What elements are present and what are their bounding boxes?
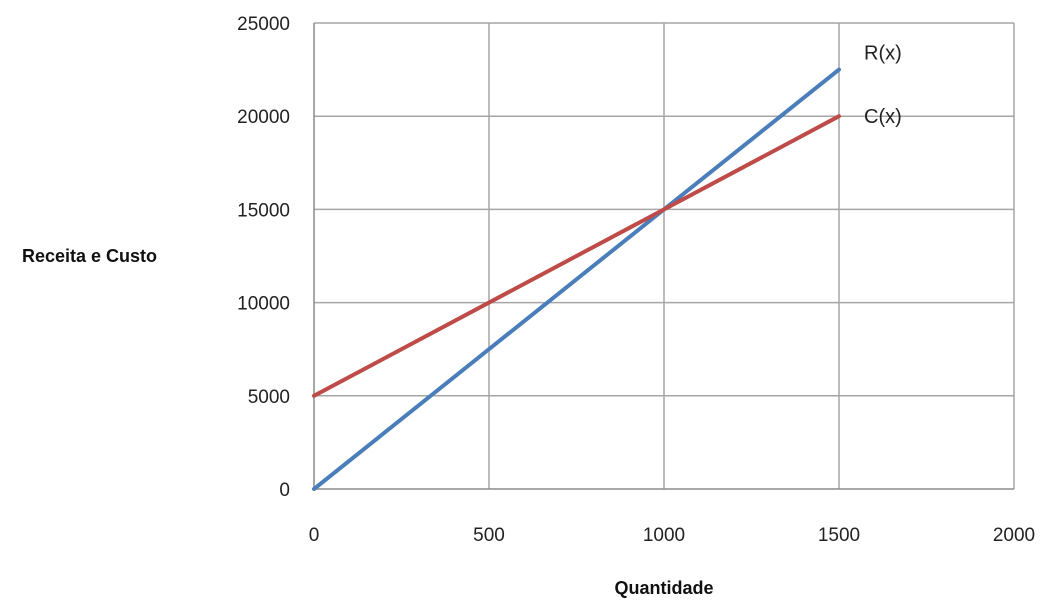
series-labels: R(x) C(x) — [864, 43, 902, 129]
series-group — [312, 67, 841, 491]
x-tick-label: 500 — [473, 525, 505, 546]
grid — [314, 22, 1015, 489]
series-line-cx — [312, 114, 841, 398]
y-axis-title: Receita e Custo — [22, 246, 157, 266]
y-tick-label: 20000 — [237, 107, 290, 128]
y-tick-label: 10000 — [237, 294, 290, 315]
x-tick-label: 2000 — [993, 525, 1035, 546]
x-tick-label: 1000 — [643, 525, 685, 546]
y-tick-label: 5000 — [248, 387, 290, 408]
y-tick-label: 25000 — [237, 14, 290, 35]
y-tick-label: 0 — [279, 480, 290, 501]
y-tick-label: 15000 — [237, 200, 290, 221]
tick-labels: 0 5000 10000 15000 20000 25000 0 500 1000 1500 200… — [237, 14, 1035, 546]
series-label: R(x) — [864, 43, 902, 65]
axes — [313, 23, 1014, 490]
x-tick-label: 0 — [309, 525, 320, 546]
series-line-rx — [312, 67, 841, 491]
x-axis-title: Quantidade — [614, 578, 713, 598]
series-label: C(x) — [864, 106, 902, 128]
x-tick-label: 1500 — [818, 525, 860, 546]
